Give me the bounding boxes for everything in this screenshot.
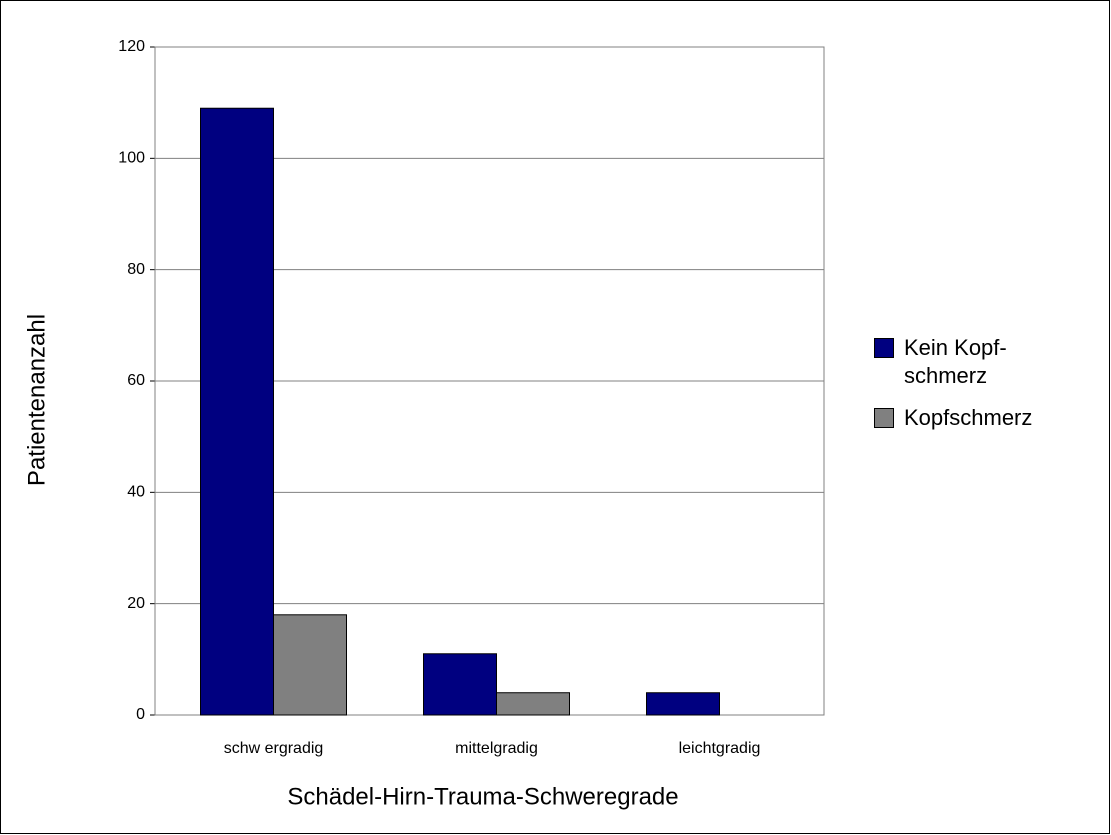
bar: [496, 692, 570, 716]
y-tick-label: 20: [127, 595, 145, 612]
legend-item: Kopfschmerz: [874, 404, 1079, 432]
y-tick-label: 60: [127, 372, 145, 389]
y-tick-label: 80: [127, 261, 145, 278]
y-tick-label: 120: [118, 38, 145, 55]
y-tick-label: 0: [136, 706, 145, 723]
legend-item: Kein Kopf-schmerz: [874, 334, 1079, 390]
legend: Kein Kopf-schmerz Kopfschmerz: [874, 334, 1079, 446]
bar: [423, 653, 497, 716]
bar: [273, 614, 347, 716]
legend-label: Kopfschmerz: [904, 405, 1033, 430]
x-tick-label: mittelgradig: [455, 740, 538, 757]
x-tick-label: schw ergradig: [224, 740, 324, 757]
x-axis-title: Schädel-Hirn-Trauma-Schweregrade: [287, 783, 678, 810]
legend-label: Kein Kopf-schmerz: [904, 335, 1007, 388]
y-axis-title: Patientenanzahl: [23, 314, 50, 486]
bar: [646, 692, 720, 716]
bar: [200, 107, 274, 716]
legend-swatch: [874, 408, 894, 428]
legend-swatch: [874, 338, 894, 358]
y-tick-label: 100: [118, 150, 145, 167]
x-tick-label: leichtgradig: [679, 740, 761, 757]
y-tick-label: 40: [127, 484, 145, 501]
